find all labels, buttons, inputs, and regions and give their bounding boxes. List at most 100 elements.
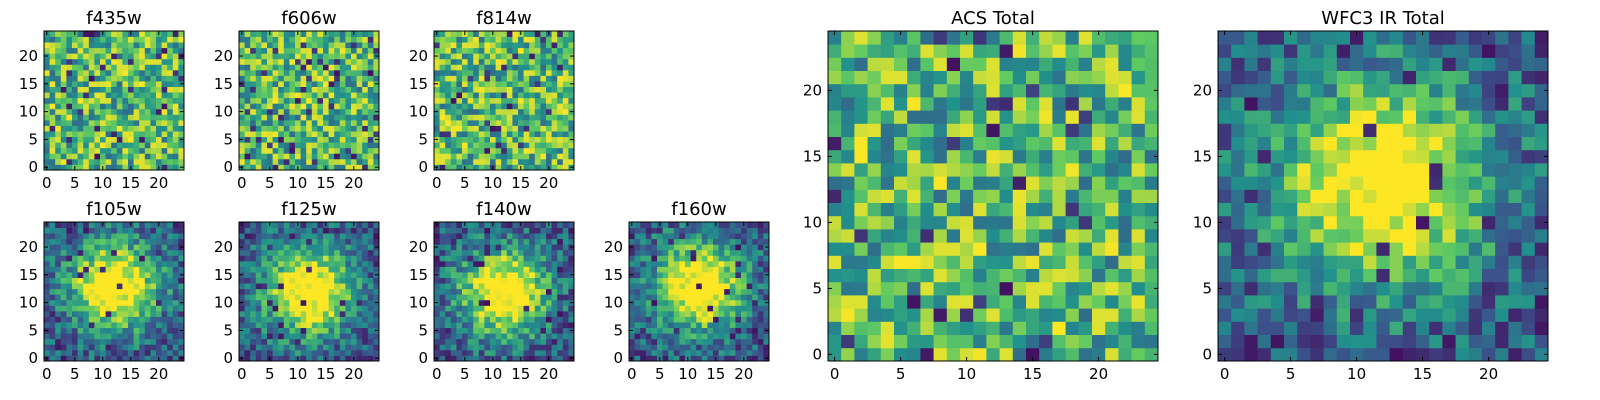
heatmap-cell — [339, 333, 346, 340]
heatmap-cell — [907, 163, 921, 177]
heatmap-cell — [456, 238, 463, 245]
heatmap-cell — [339, 355, 346, 362]
heatmap-cell — [662, 266, 669, 273]
heatmap-cell — [317, 142, 324, 149]
heatmap-cell — [439, 42, 446, 49]
heatmap-cell — [178, 222, 185, 228]
heatmap-cell — [278, 114, 285, 121]
heatmap-cell — [255, 299, 262, 306]
heatmap-cell — [1144, 268, 1159, 283]
heatmap-cell — [1039, 202, 1053, 217]
heatmap-cell — [144, 355, 151, 362]
heatmap-cell — [295, 147, 301, 154]
heatmap-cell — [272, 31, 279, 37]
heatmap-cell — [373, 260, 380, 267]
heatmap-cell — [161, 322, 168, 329]
heatmap-cell — [44, 58, 50, 65]
heatmap-cell — [506, 338, 513, 345]
heatmap-cell — [662, 277, 669, 284]
heatmap-cell — [323, 36, 329, 43]
heatmap-cell — [439, 81, 446, 87]
heatmap-cell — [300, 97, 307, 104]
heatmap-cell — [568, 338, 575, 345]
heatmap-cell — [267, 136, 273, 143]
heatmap-cell — [1065, 308, 1080, 322]
heatmap-cell — [300, 75, 307, 82]
heatmap-cell — [161, 31, 168, 37]
heatmap-cell — [66, 355, 73, 362]
heatmap-cell — [724, 333, 731, 340]
heatmap-cell — [122, 164, 129, 171]
heatmap-cell — [128, 310, 134, 317]
heatmap-cell — [66, 333, 73, 340]
heatmap-cell — [172, 158, 179, 165]
heatmap-cell — [960, 163, 974, 177]
heatmap-cell — [696, 233, 703, 240]
heatmap-cell — [55, 103, 62, 110]
heatmap-cell — [239, 322, 245, 329]
heatmap-cell — [334, 153, 341, 160]
heatmap-cell — [351, 227, 357, 234]
heatmap-cell — [668, 355, 675, 362]
heatmap-cell — [133, 136, 140, 143]
heatmap-cell — [172, 277, 179, 284]
heatmap-cell — [640, 272, 647, 278]
heatmap-cell — [718, 266, 725, 273]
heatmap-cell — [746, 338, 753, 345]
y-tick-label: 15 — [604, 266, 623, 284]
heatmap-cell — [255, 260, 262, 267]
heatmap-cell — [718, 310, 725, 317]
heatmap-cell — [696, 355, 703, 362]
heatmap-cell — [562, 344, 569, 351]
heatmap-cell — [317, 344, 324, 351]
heatmap-cell — [634, 344, 641, 351]
heatmap-cell — [685, 283, 691, 290]
heatmap-cell — [317, 222, 324, 228]
heatmap-cell — [306, 349, 313, 356]
heatmap-cell — [473, 164, 480, 171]
heatmap-cell — [244, 305, 251, 312]
heatmap-cell — [55, 47, 62, 54]
heatmap-cell — [512, 158, 519, 165]
heatmap-cell — [255, 272, 262, 278]
heatmap-cell — [88, 58, 95, 65]
heatmap-cell — [735, 288, 742, 295]
x-tick-label: 15 — [706, 365, 725, 383]
heatmap-cell — [139, 355, 146, 362]
heatmap-cell — [239, 227, 245, 234]
heatmap-cell — [1118, 347, 1132, 362]
heatmap-cell — [679, 344, 686, 351]
heatmap-cell — [490, 153, 496, 160]
heatmap-cell — [100, 227, 106, 234]
heatmap-cell — [250, 333, 257, 340]
heatmap-cell — [278, 103, 285, 110]
heatmap-cell — [501, 158, 508, 165]
heatmap-cell — [1105, 242, 1119, 256]
heatmap-cell — [244, 164, 251, 171]
heatmap-cell — [244, 114, 251, 121]
heatmap-cell — [651, 233, 658, 240]
heatmap-cell — [66, 244, 73, 251]
heatmap-cell — [334, 92, 341, 99]
heatmap-cell — [752, 260, 759, 267]
heatmap-cell — [323, 58, 329, 65]
y-tick-label: 5 — [223, 321, 233, 339]
heatmap-cell — [484, 338, 491, 345]
heatmap-cell — [250, 114, 257, 121]
heatmap-cell — [105, 131, 112, 138]
heatmap-cell — [72, 131, 78, 138]
heatmap-cell — [920, 281, 934, 296]
heatmap-cell — [662, 355, 669, 362]
heatmap-cell — [167, 299, 174, 306]
heatmap-cell — [557, 238, 564, 245]
heatmap-cell — [668, 288, 675, 295]
heatmap-cell — [518, 131, 524, 138]
heatmap-cell — [490, 338, 496, 345]
heatmap-cell — [690, 260, 697, 267]
heatmap-cell — [161, 233, 168, 240]
heatmap-cell — [55, 272, 62, 278]
heatmap-cell — [345, 31, 352, 37]
heatmap-cell — [122, 92, 129, 99]
heatmap-cell — [278, 322, 285, 329]
heatmap-cell — [311, 31, 318, 37]
